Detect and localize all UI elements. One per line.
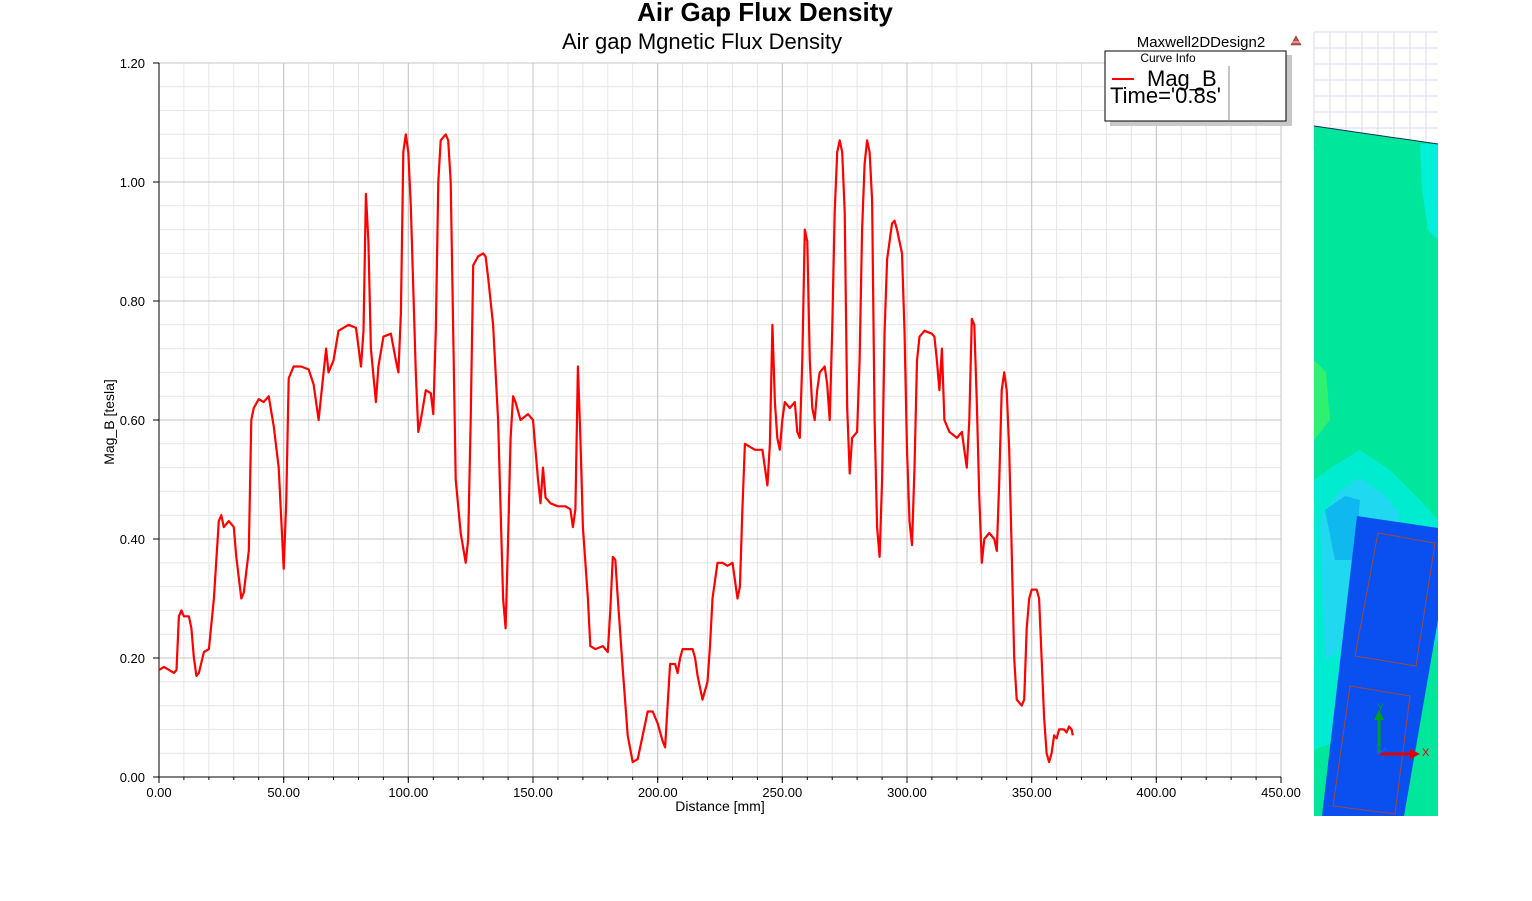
y-tick-label: 0.20 — [120, 651, 145, 666]
x-tick-label: 400.00 — [1136, 785, 1176, 800]
legend-entry-label: Mag_B — [1147, 66, 1217, 91]
x-tick-label: 200.00 — [638, 785, 678, 800]
x-tick-label: 300.00 — [887, 785, 927, 800]
stator-edge — [1313, 125, 1439, 145]
y-axis-label: Mag_B [tesla] — [101, 379, 117, 465]
x-tick-label: 50.00 — [267, 785, 300, 800]
y-tick-label: 1.00 — [120, 175, 145, 190]
y-tick-label: 0.40 — [120, 532, 145, 547]
magnet-slot-1 — [1354, 532, 1436, 667]
series-line-mag-b[interactable] — [158, 133, 1074, 764]
chart-subtitle: Air gap Mgnetic Flux Density — [562, 29, 842, 54]
coordinate-axes-icon: Y X Z — [1374, 702, 1430, 759]
x-tick-label: 450.00 — [1261, 785, 1301, 800]
x-tick-label: 0.00 — [146, 785, 171, 800]
legend-box — [1104, 50, 1287, 122]
svg-text:Y: Y — [1377, 702, 1385, 714]
x-tick-label: 100.00 — [388, 785, 428, 800]
y-tick-labels: 0.00 0.20 0.40 0.60 0.80 1.00 1.20 — [120, 56, 145, 785]
rotor-block — [1322, 516, 1438, 816]
field-region-light — [1314, 360, 1330, 440]
field-region-teal — [1325, 496, 1360, 560]
x-tick-label: 150.00 — [513, 785, 553, 800]
x-axis-label: Distance [mm] — [675, 798, 764, 814]
y-tick-label: 1.20 — [120, 56, 145, 71]
svg-text:X: X — [1422, 747, 1430, 759]
x-tick-label: 350.00 — [1012, 785, 1052, 800]
legend-entry-sublabel: Time='0.8s' — [1110, 83, 1221, 108]
x-tick-labels: 0.00 50.00 100.00 150.00 200.00 250.00 300.00 3… — [146, 785, 1301, 800]
legend[interactable]: Curve Info Mag_B Time='0.8s' — [1104, 50, 1292, 126]
svg-text:Z: Z — [1375, 745, 1381, 755]
y-tick-label: 0.00 — [120, 770, 145, 785]
chart-title: Air Gap Flux Density — [637, 0, 893, 27]
design-name: Maxwell2DDesign2 — [1137, 34, 1265, 51]
magnet-slot-2 — [1332, 685, 1411, 815]
axis-ticks — [153, 62, 1282, 783]
geometry-viewport[interactable]: Y X Z — [1313, 31, 1439, 816]
field-region-cyan — [1420, 144, 1438, 240]
y-tick-label: 0.80 — [120, 294, 145, 309]
legend-header: Curve Info — [1140, 51, 1196, 65]
x-tick-label: 250.00 — [762, 785, 802, 800]
ansys-logo-icon — [1290, 35, 1302, 46]
y-tick-label: 0.60 — [120, 413, 145, 428]
